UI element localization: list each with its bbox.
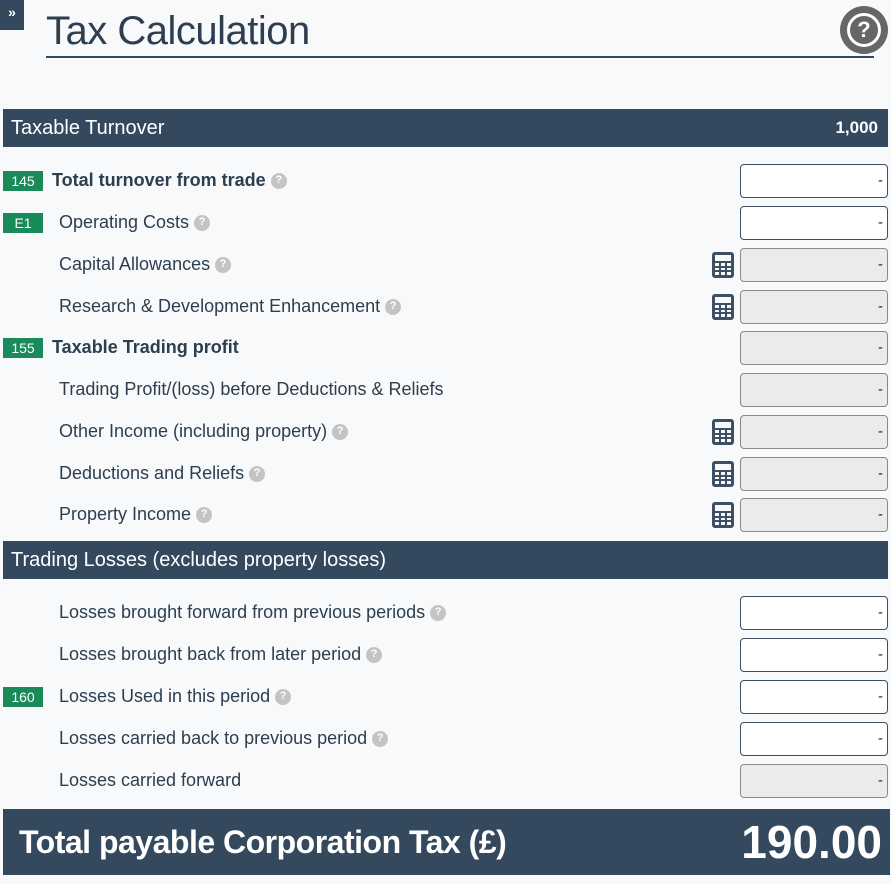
capital-allowances-field: - xyxy=(740,248,888,282)
help-tooltip-icon[interactable]: ? xyxy=(366,646,383,663)
row-taxable-trading-profit: 155 Taxable Trading profit - xyxy=(0,331,891,365)
section-title: Trading Losses (excludes property losses… xyxy=(11,548,386,571)
calculator-icon[interactable] xyxy=(712,252,734,278)
row-label: Taxable Trading profit xyxy=(52,337,239,358)
total-amount: 190.00 xyxy=(741,816,882,868)
row-total-turnover: 145 Total turnover from trade ? - xyxy=(0,164,891,198)
row-losses-brought-forward: Losses brought forward from previous per… xyxy=(0,596,891,630)
row-label: Losses brought back from later period ? xyxy=(59,644,383,665)
row-label: Losses carried forward xyxy=(59,770,241,791)
taxable-trading-profit-field: - xyxy=(740,331,888,365)
row-label-text: Losses brought back from later period xyxy=(59,644,362,664)
calculator-icon[interactable] xyxy=(712,294,734,320)
row-label-text: Total turnover from trade xyxy=(52,170,266,190)
help-tooltip-icon[interactable]: ? xyxy=(215,256,232,273)
calculator-icon[interactable] xyxy=(712,502,734,528)
operating-costs-input[interactable]: - xyxy=(740,206,888,240)
calculator-icon[interactable] xyxy=(712,419,734,445)
help-tooltip-icon[interactable]: ? xyxy=(196,506,213,523)
row-losses-brought-back: Losses brought back from later period ? … xyxy=(0,638,891,672)
row-losses-carried-forward: Losses carried forward - xyxy=(0,764,891,798)
losses-used-input[interactable]: - xyxy=(740,680,888,714)
section-header-taxable-turnover: Taxable Turnover 1,000 xyxy=(3,109,888,147)
help-tooltip-icon[interactable]: ? xyxy=(249,465,266,482)
row-label: Total turnover from trade ? xyxy=(52,170,287,191)
total-label: Total payable Corporation Tax (£) xyxy=(19,823,507,860)
rd-enhancement-field: - xyxy=(740,290,888,324)
row-trading-profit-before-deductions: Trading Profit/(loss) before Deductions … xyxy=(0,373,891,407)
help-tooltip-icon[interactable]: ? xyxy=(430,604,447,621)
calculator-icon[interactable] xyxy=(712,461,734,487)
help-tooltip-icon[interactable]: ? xyxy=(194,214,211,231)
row-label-text: Research & Development Enhancement xyxy=(59,296,381,316)
section-total-value: 1,000 xyxy=(835,118,878,137)
row-label: Capital Allowances ? xyxy=(59,254,232,275)
row-label: Losses brought forward from previous per… xyxy=(59,602,447,623)
row-label-text: Losses carried back to previous period xyxy=(59,728,368,748)
help-tooltip-icon[interactable]: ? xyxy=(332,423,349,440)
losses-carried-back-input[interactable]: - xyxy=(740,722,888,756)
row-label: Losses Used in this period ? xyxy=(59,686,292,707)
question-circle-icon: ? xyxy=(847,13,881,47)
losses-brought-back-input[interactable]: - xyxy=(740,638,888,672)
help-tooltip-icon[interactable]: ? xyxy=(270,172,287,189)
row-label: Property Income ? xyxy=(59,504,213,525)
help-tooltip-icon[interactable]: ? xyxy=(275,688,292,705)
row-label-text: Losses brought forward from previous per… xyxy=(59,602,426,622)
property-income-field: - xyxy=(740,498,888,532)
help-tooltip-icon[interactable]: ? xyxy=(385,298,402,315)
row-label: Research & Development Enhancement ? xyxy=(59,296,402,317)
help-tooltip-icon[interactable]: ? xyxy=(372,730,389,747)
row-label-text: Deductions and Reliefs xyxy=(59,463,245,483)
row-label: Trading Profit/(loss) before Deductions … xyxy=(59,379,444,400)
row-label-text: Taxable Trading profit xyxy=(52,337,239,357)
trading-profit-before-deductions-field: - xyxy=(740,373,888,407)
total-turnover-input[interactable]: - xyxy=(740,164,888,198)
row-losses-carried-back: Losses carried back to previous period ?… xyxy=(0,722,891,756)
expand-sidebar-button[interactable]: » xyxy=(0,0,24,30)
row-label: Operating Costs ? xyxy=(59,212,211,233)
box-number-badge: 160 xyxy=(3,687,43,707)
row-rd-enhancement: Research & Development Enhancement ? - xyxy=(0,290,891,324)
help-button[interactable]: ? xyxy=(840,6,888,54)
box-number-badge: 145 xyxy=(3,171,43,191)
row-losses-used: 160 Losses Used in this period ? - xyxy=(0,680,891,714)
page-title: Tax Calculation xyxy=(46,8,874,58)
total-corporation-tax-bar: Total payable Corporation Tax (£) 190.00 xyxy=(3,809,890,875)
section-header-trading-losses: Trading Losses (excludes property losses… xyxy=(3,541,888,579)
row-operating-costs: E1 Operating Costs ? - xyxy=(0,206,891,240)
row-deductions-reliefs: Deductions and Reliefs ? - xyxy=(0,457,891,491)
row-other-income: Other Income (including property) ? - xyxy=(0,415,891,449)
row-label-text: Property Income xyxy=(59,504,192,524)
deductions-reliefs-field: - xyxy=(740,457,888,491)
row-label-text: Losses carried forward xyxy=(59,770,242,790)
double-chevron-right-icon: » xyxy=(8,4,16,20)
row-label-text: Operating Costs xyxy=(59,212,190,232)
row-label-text: Losses Used in this period xyxy=(59,686,271,706)
box-number-badge: E1 xyxy=(3,213,43,233)
row-label-text: Other Income (including property) xyxy=(59,421,328,441)
losses-brought-forward-input[interactable]: - xyxy=(740,596,888,630)
other-income-field: - xyxy=(740,415,888,449)
box-number-badge: 155 xyxy=(3,338,43,358)
row-property-income: Property Income ? - xyxy=(0,498,891,532)
row-label: Losses carried back to previous period ? xyxy=(59,728,389,749)
losses-carried-forward-field: - xyxy=(740,764,888,798)
row-label-text: Capital Allowances xyxy=(59,254,211,274)
row-label-text: Trading Profit/(loss) before Deductions … xyxy=(59,379,444,399)
row-capital-allowances: Capital Allowances ? - xyxy=(0,248,891,282)
row-label: Other Income (including property) ? xyxy=(59,421,349,442)
section-title: Taxable Turnover xyxy=(11,116,165,139)
row-label: Deductions and Reliefs ? xyxy=(59,463,266,484)
